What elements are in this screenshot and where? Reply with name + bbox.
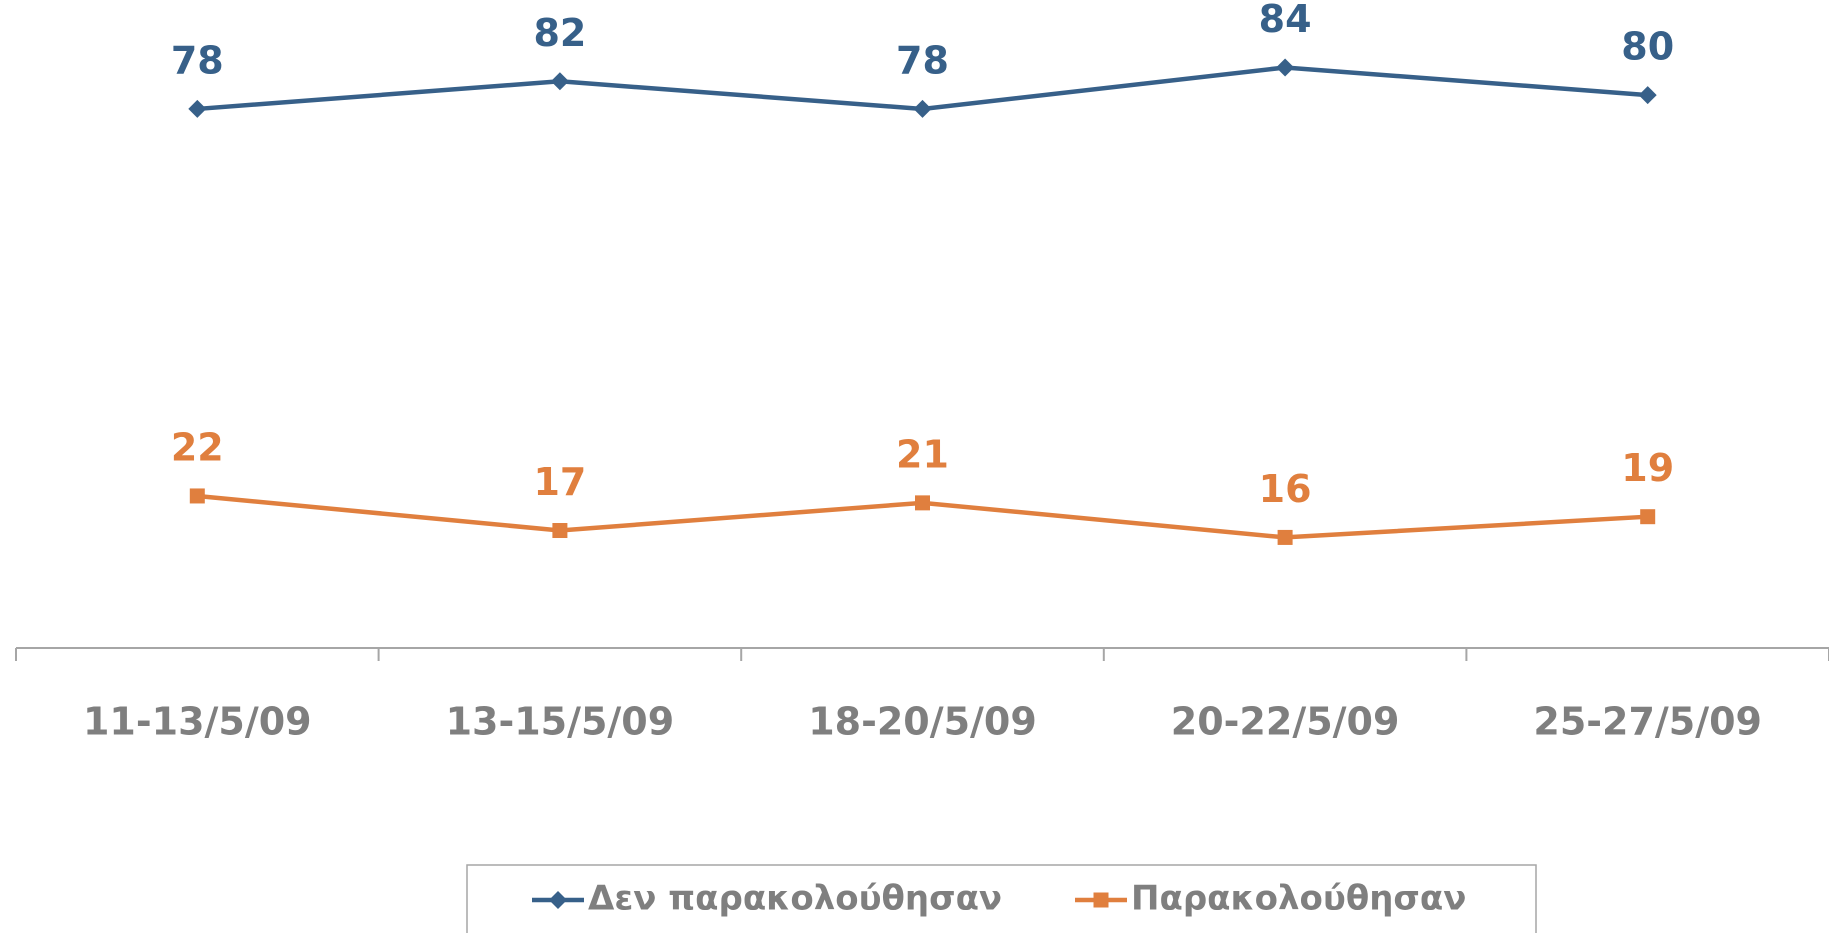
data-point xyxy=(550,72,569,91)
data-label: 17 xyxy=(533,460,586,504)
data-point xyxy=(1276,58,1295,77)
data-label: 19 xyxy=(1621,446,1674,490)
legend-box xyxy=(466,864,1537,933)
data-label: 78 xyxy=(171,38,224,82)
data-point xyxy=(1640,509,1656,525)
data-label: 82 xyxy=(533,11,586,55)
data-label: 84 xyxy=(1259,0,1312,41)
data-label: 80 xyxy=(1621,25,1674,69)
x-tick-label: 11-13/5/09 xyxy=(83,700,312,744)
x-tick-label: 13-15/5/09 xyxy=(446,700,675,744)
x-tick-label: 25-27/5/09 xyxy=(1533,700,1762,744)
data-point xyxy=(913,99,932,118)
data-point xyxy=(1638,86,1657,105)
data-point xyxy=(552,523,568,539)
x-tick-label: 20-22/5/09 xyxy=(1171,700,1400,744)
data-label: 21 xyxy=(896,432,949,476)
data-point xyxy=(188,99,207,118)
data-point xyxy=(189,488,205,504)
data-point xyxy=(1277,529,1293,545)
data-point xyxy=(915,495,930,511)
legend-marker xyxy=(1093,892,1109,908)
data-label: 16 xyxy=(1259,467,1312,511)
data-label: 22 xyxy=(171,425,224,469)
legend-label: Παρακολούθησαν xyxy=(1131,879,1466,919)
legend-marker xyxy=(549,891,567,909)
legend-label: Δεν παρακολούθησαν xyxy=(588,879,1002,919)
x-tick-label: 18-20/5/09 xyxy=(808,700,1037,744)
data-label: 78 xyxy=(896,38,949,82)
